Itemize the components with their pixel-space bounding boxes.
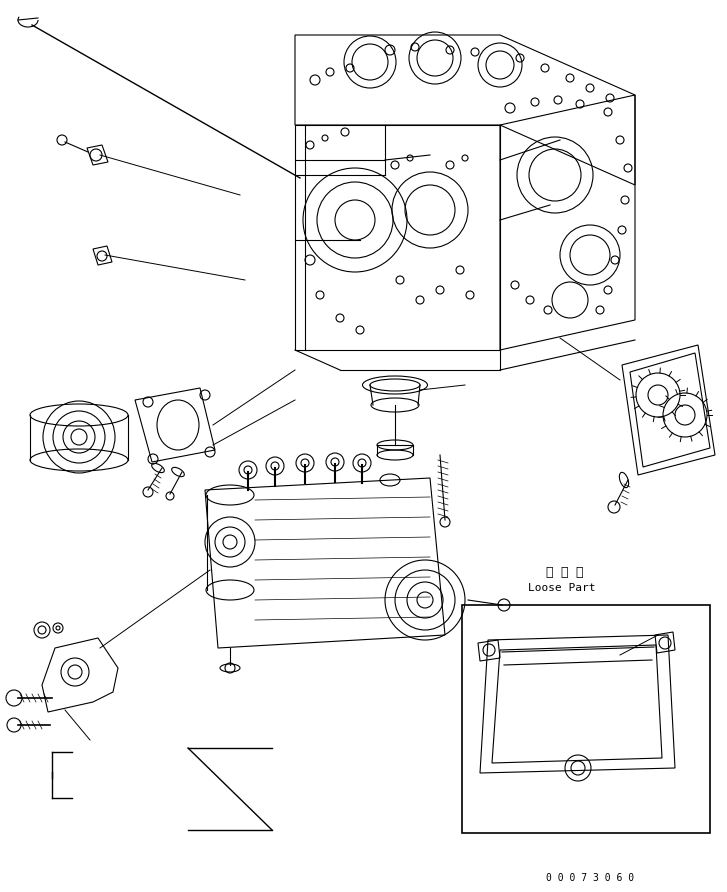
Bar xyxy=(462,605,710,833)
Text: 同 梱 品: 同 梱 品 xyxy=(546,566,584,579)
Text: Loose Part: Loose Part xyxy=(529,583,595,593)
Text: 0 0 0 7 3 0 6 0: 0 0 0 7 3 0 6 0 xyxy=(546,873,634,883)
